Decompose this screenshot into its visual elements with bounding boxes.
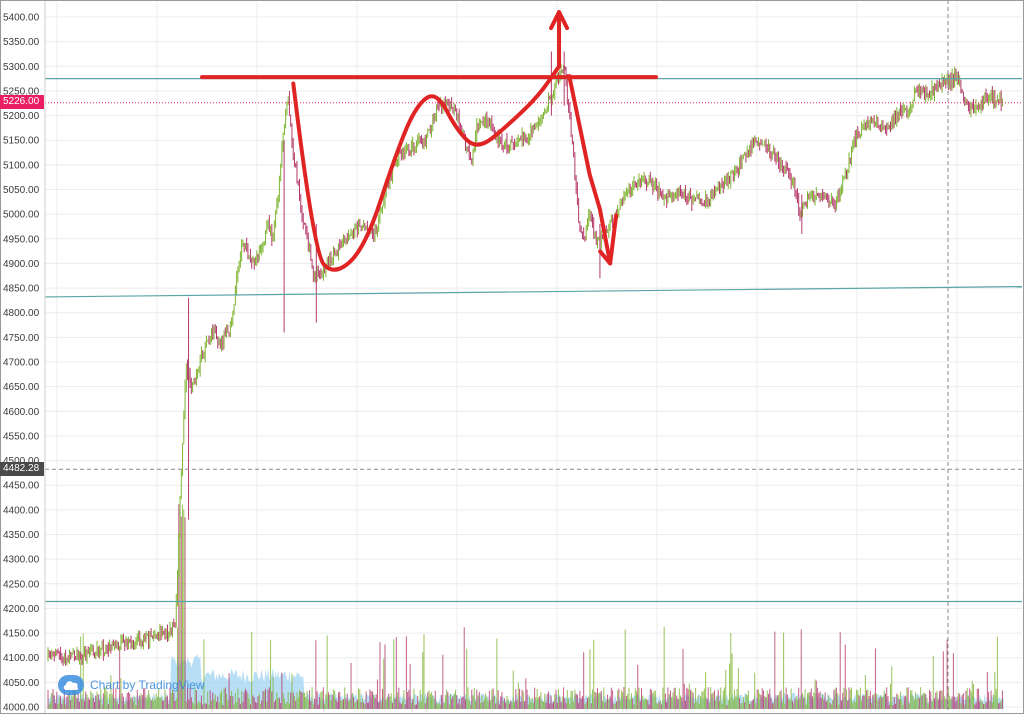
y-tick-label: 4250.00: [3, 579, 40, 590]
y-tick-label: 4650.00: [3, 382, 40, 393]
y-tick-label: 4750.00: [3, 333, 40, 344]
y-tick-label: 4900.00: [3, 259, 40, 270]
trendline-layer: [44, 0, 1023, 710]
candle-layer: [47, 51, 1003, 666]
y-tick-label: 5150.00: [3, 136, 40, 147]
cloud-icon: [58, 675, 84, 695]
y-tick-label: 5200.00: [3, 111, 40, 122]
volume-average-area: [48, 654, 1004, 709]
breakout-arrow-head: [549, 10, 570, 31]
volume-layer: [47, 504, 1004, 709]
y-tick-label: 5050.00: [3, 185, 40, 196]
y-tick-label: 4000.00: [3, 703, 40, 714]
y-tick-label: 5400.00: [3, 13, 40, 24]
drop-arrow-shaft: [567, 74, 613, 266]
y-tick-label: 4150.00: [3, 629, 40, 640]
y-tick-label: 4600.00: [3, 407, 40, 418]
y-tick-label: 5250.00: [3, 86, 40, 97]
y-tick-label: 4800.00: [3, 308, 40, 319]
y-tick-label: 4450.00: [3, 481, 40, 492]
y-tick-label: 4350.00: [3, 530, 40, 541]
y-tick-label: 4300.00: [3, 555, 40, 566]
price-axis: 5400.00 5350.00 5300.00 5250.00 5200.00 5150.…: [3, 0, 46, 714]
y-tick-label: 4500.00: [3, 456, 40, 467]
y-tick-label: 5000.00: [3, 210, 40, 221]
y-tick-label: 4200.00: [3, 604, 40, 615]
y-tick-label: 4550.00: [3, 431, 40, 442]
y-tick-label: 4400.00: [3, 505, 40, 516]
drawing-layer: [200, 10, 658, 272]
y-tick-label: 5300.00: [3, 62, 40, 73]
y-tick-label: 5100.00: [3, 160, 40, 171]
tradingview-watermark[interactable]: Chart by TradingView: [58, 674, 205, 696]
watermark-label: Chart by TradingView: [90, 678, 205, 692]
y-tick-label: 4100.00: [3, 653, 40, 664]
y-tick-label: 4850.00: [3, 284, 40, 295]
y-tick-label: 4050.00: [3, 678, 40, 689]
crosshair-price-tag: 4482.28: [0, 462, 44, 476]
last-price-tag: 5226.00: [0, 95, 44, 109]
y-tick-label: 5350.00: [3, 37, 40, 48]
y-tick-label: 4950.00: [3, 234, 40, 245]
cup-handle-drawing: [291, 64, 562, 272]
grid-layer: [45, 2, 1022, 710]
drop-arrow-head: [598, 213, 619, 266]
y-tick-label: 4700.00: [3, 358, 40, 369]
support-line-lower: [44, 285, 1023, 298]
